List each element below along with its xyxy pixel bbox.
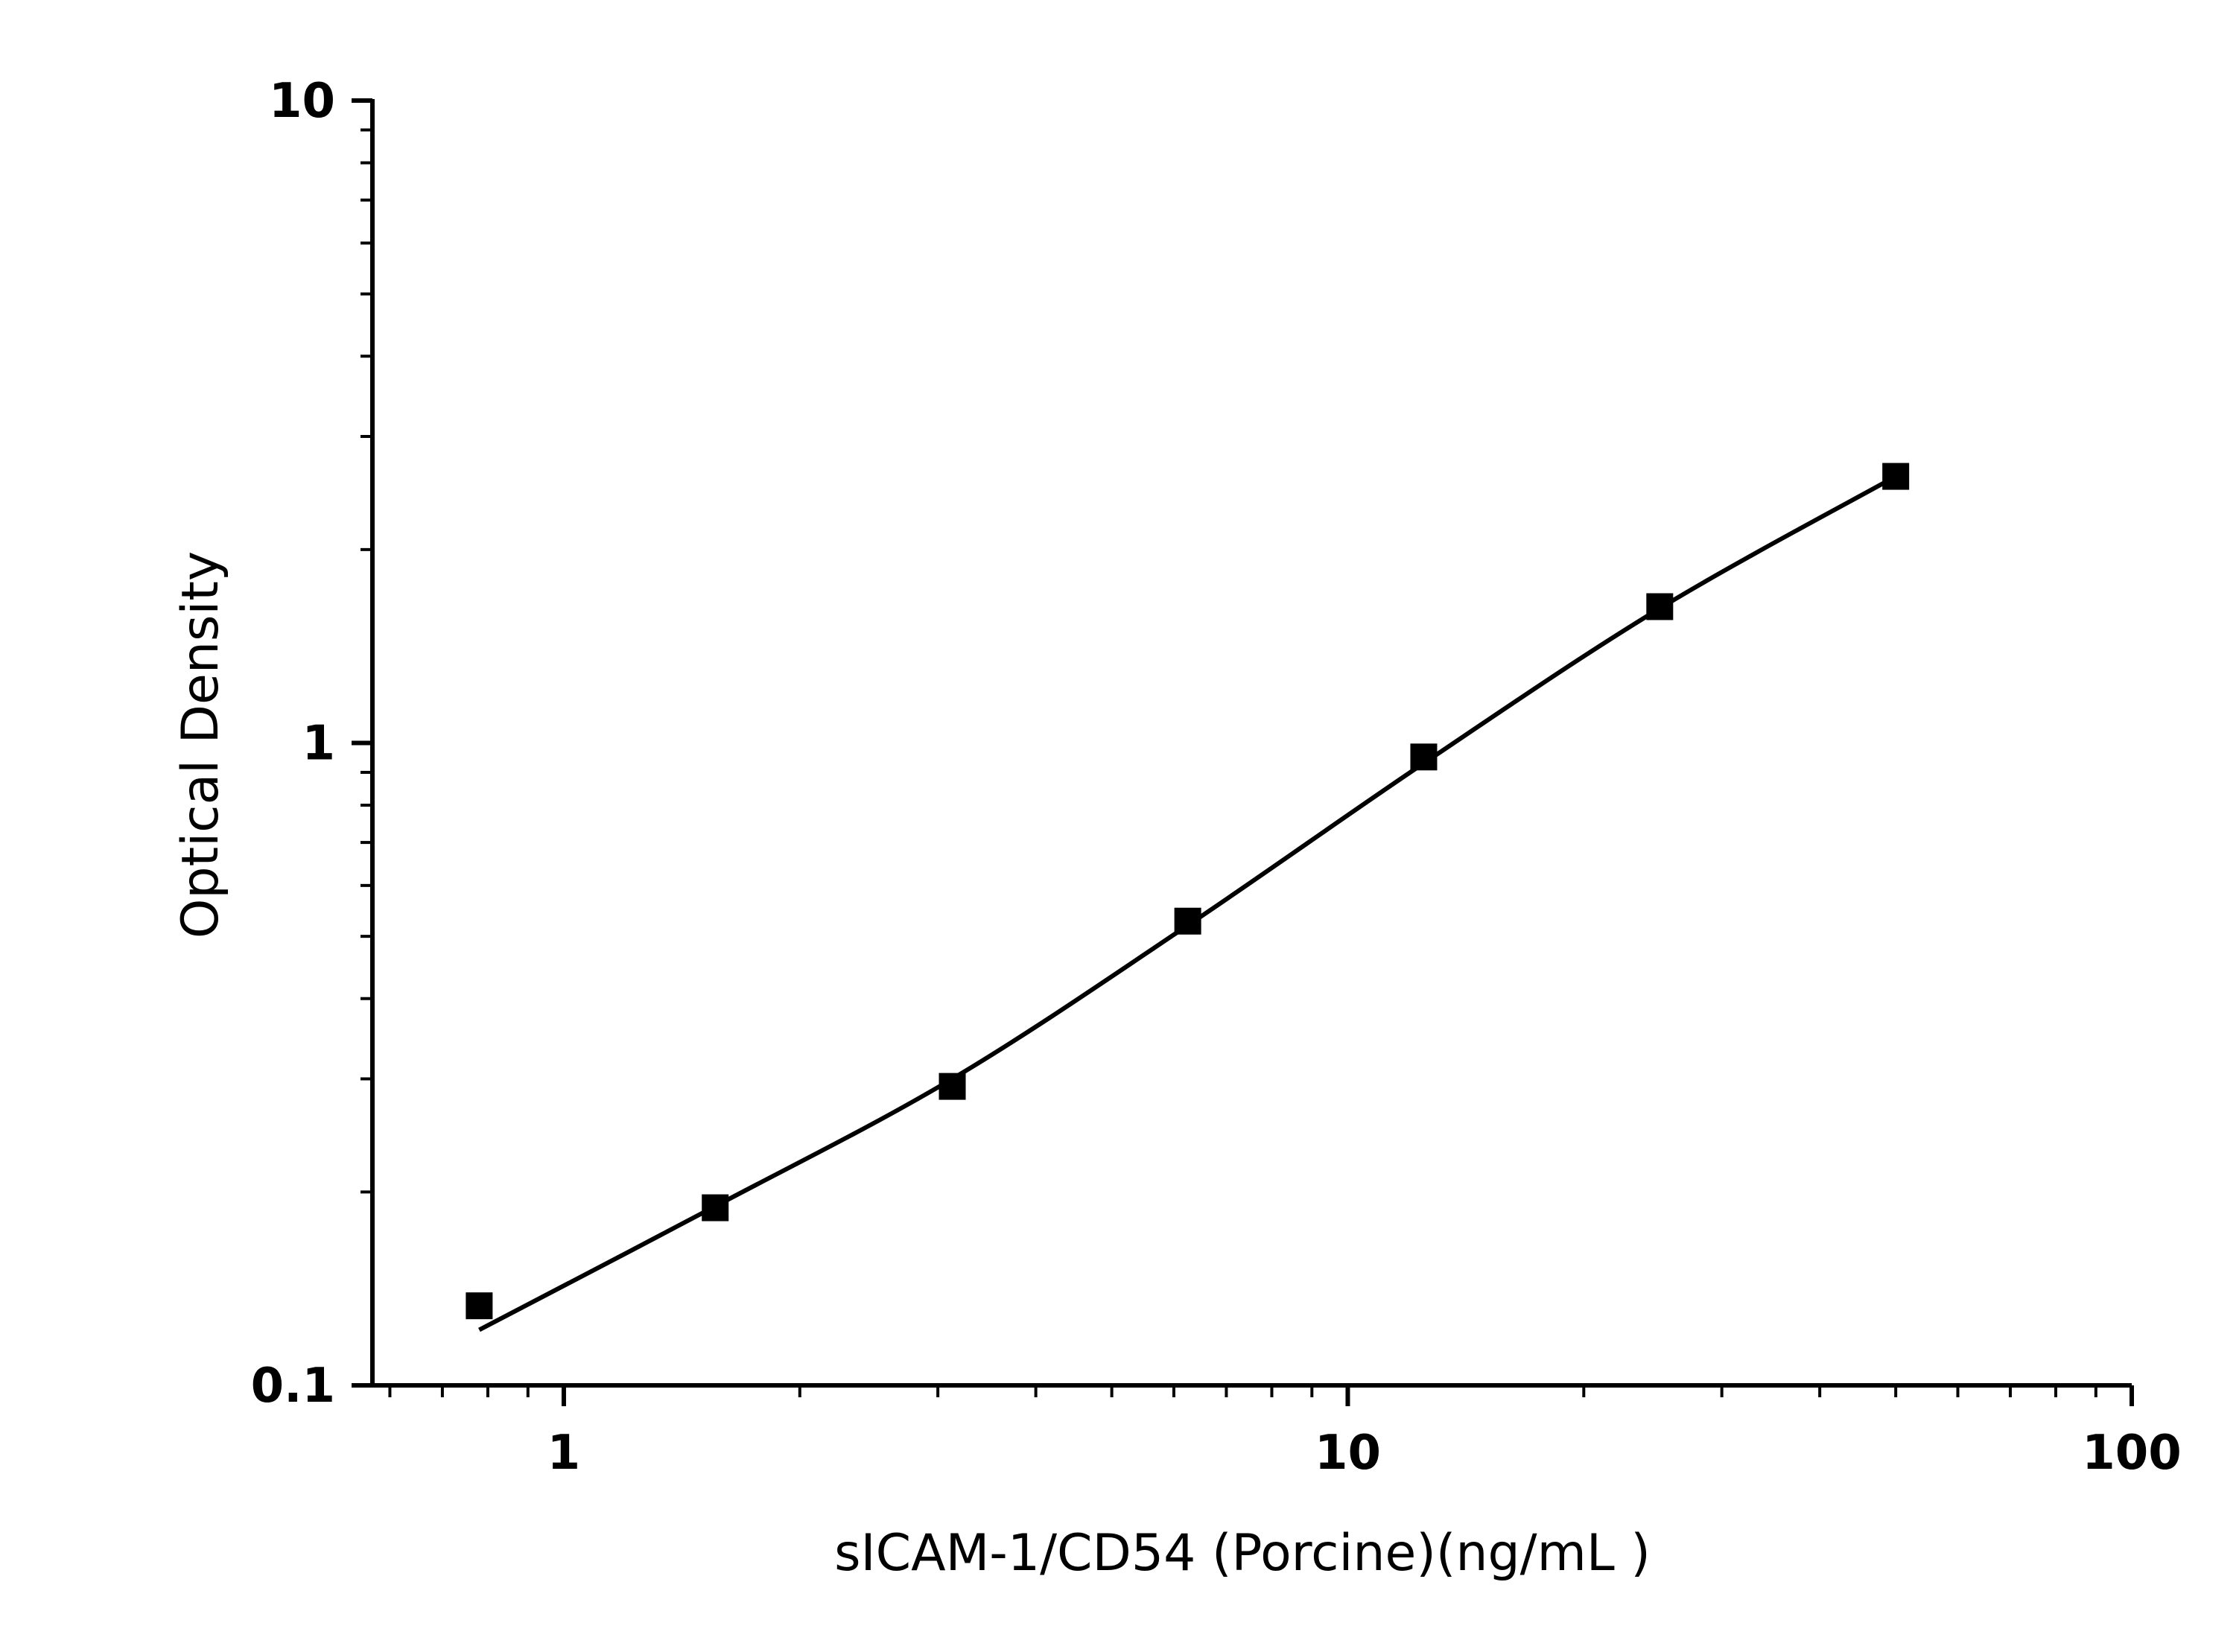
- x-tick-label: 1: [547, 1426, 581, 1481]
- data-point: [1174, 907, 1201, 935]
- y-axis-title: Optical Density: [171, 551, 230, 938]
- data-point: [1646, 593, 1674, 620]
- data-point: [702, 1194, 729, 1221]
- y-tick-label: 10: [269, 74, 335, 129]
- data-point: [1882, 463, 1910, 490]
- x-tick-label: 100: [2082, 1426, 2182, 1481]
- data-point: [1410, 743, 1438, 771]
- data-point: [466, 1292, 493, 1320]
- fit-curve-layer: [478, 474, 1897, 1332]
- data-points-layer: [466, 463, 1910, 1320]
- fit-curve: [478, 474, 1897, 1332]
- labels-layer: sICAM-1/CD54 (Porcine)(ng/mL ) Optical D…: [171, 74, 2182, 1583]
- y-tick-label: 1: [302, 717, 335, 772]
- data-point: [939, 1073, 966, 1100]
- y-tick-label: 0.1: [251, 1359, 335, 1414]
- axes-layer: [352, 98, 2134, 1406]
- x-axis-title: sICAM-1/CD54 (Porcine)(ng/mL ): [834, 1524, 1651, 1583]
- x-tick-label: 10: [1315, 1426, 1381, 1481]
